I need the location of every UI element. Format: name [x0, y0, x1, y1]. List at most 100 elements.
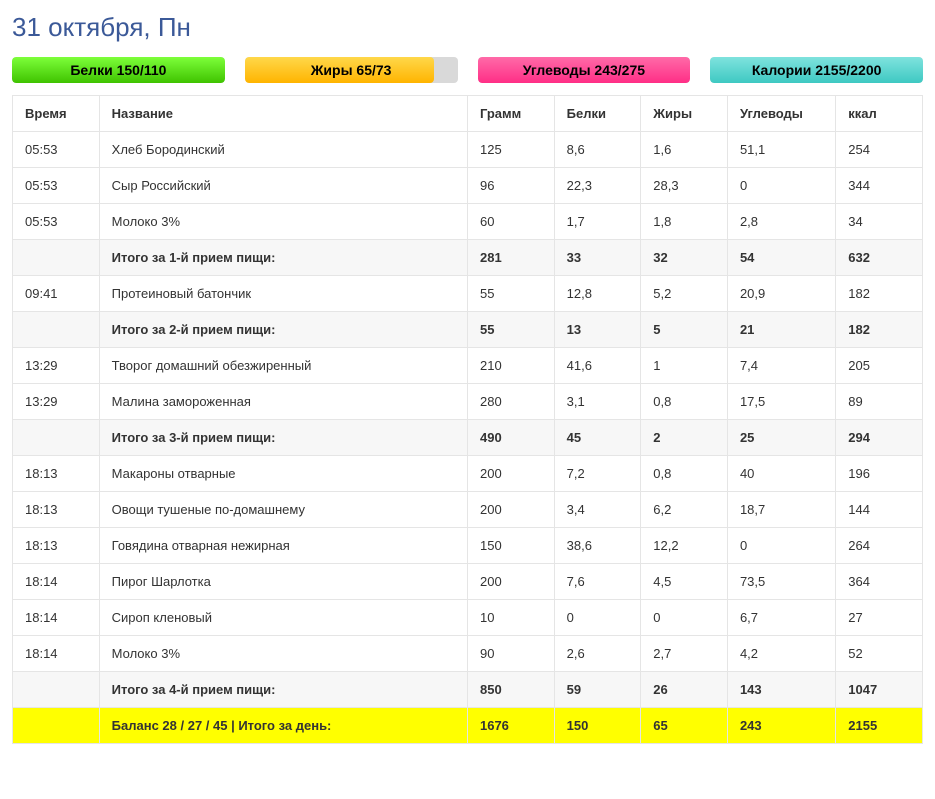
cell: 2	[641, 420, 728, 456]
cell: 1	[641, 348, 728, 384]
cell: 05:53	[13, 132, 100, 168]
cell: Молоко 3%	[99, 204, 467, 240]
cell: Баланс 28 / 27 / 45 | Итого за день:	[99, 708, 467, 744]
cell: 41,6	[554, 348, 641, 384]
cell: 8,6	[554, 132, 641, 168]
column-header: Название	[99, 96, 467, 132]
column-header: Время	[13, 96, 100, 132]
cell: 17,5	[727, 384, 835, 420]
cell: 1,6	[641, 132, 728, 168]
cell: 40	[727, 456, 835, 492]
cell: Итого за 3-й прием пищи:	[99, 420, 467, 456]
cell: Протеиновый батончик	[99, 276, 467, 312]
cell: 182	[836, 312, 923, 348]
cell	[13, 672, 100, 708]
cell: 210	[467, 348, 554, 384]
cell: 55	[467, 312, 554, 348]
cell: 1,7	[554, 204, 641, 240]
day-total-row: Баланс 28 / 27 / 45 | Итого за день:1676…	[13, 708, 923, 744]
cell: 5,2	[641, 276, 728, 312]
cell: 0	[554, 600, 641, 636]
cell: 205	[836, 348, 923, 384]
cell: 264	[836, 528, 923, 564]
table-row: 05:53Хлеб Бородинский1258,61,651,1254	[13, 132, 923, 168]
cell: 3,4	[554, 492, 641, 528]
cell	[13, 708, 100, 744]
nutrient-badge-label: Жиры 65/73	[245, 57, 458, 83]
cell: 18:14	[13, 636, 100, 672]
nutrient-badge-label: Белки 150/110	[12, 57, 225, 83]
table-row: 18:13Говядина отварная нежирная15038,612…	[13, 528, 923, 564]
cell: 3,1	[554, 384, 641, 420]
cell: 13:29	[13, 384, 100, 420]
cell: 18,7	[727, 492, 835, 528]
cell: 5	[641, 312, 728, 348]
cell: 2,6	[554, 636, 641, 672]
cell: 18:13	[13, 528, 100, 564]
table-row: 18:14Молоко 3%902,62,74,252	[13, 636, 923, 672]
cell: 59	[554, 672, 641, 708]
cell: 18:14	[13, 600, 100, 636]
cell: 144	[836, 492, 923, 528]
cell: 0,8	[641, 384, 728, 420]
cell	[13, 420, 100, 456]
cell: 18:13	[13, 492, 100, 528]
cell: 200	[467, 456, 554, 492]
table-row: 18:14Сироп кленовый10006,727	[13, 600, 923, 636]
cell: 25	[727, 420, 835, 456]
cell: Итого за 1-й прием пищи:	[99, 240, 467, 276]
cell: 254	[836, 132, 923, 168]
cell: 632	[836, 240, 923, 276]
table-row: 13:29Малина замороженная2803,10,817,589	[13, 384, 923, 420]
column-header: Углеводы	[727, 96, 835, 132]
cell: 2155	[836, 708, 923, 744]
cell: 12,2	[641, 528, 728, 564]
cell: 18:13	[13, 456, 100, 492]
cell: 34	[836, 204, 923, 240]
cell: 281	[467, 240, 554, 276]
cell: 54	[727, 240, 835, 276]
cell: 0,8	[641, 456, 728, 492]
cell: 55	[467, 276, 554, 312]
cell: 32	[641, 240, 728, 276]
cell: Хлеб Бородинский	[99, 132, 467, 168]
cell: Итого за 2-й прием пищи:	[99, 312, 467, 348]
cell: 65	[641, 708, 728, 744]
cell: 0	[727, 168, 835, 204]
cell: 13	[554, 312, 641, 348]
cell: 10	[467, 600, 554, 636]
table-row: 05:53Сыр Российский9622,328,30344	[13, 168, 923, 204]
cell: 200	[467, 492, 554, 528]
cell: 1,8	[641, 204, 728, 240]
cell: 33	[554, 240, 641, 276]
nutrient-badge-label: Калории 2155/2200	[710, 57, 923, 83]
column-header: ккал	[836, 96, 923, 132]
cell: 243	[727, 708, 835, 744]
cell: 1047	[836, 672, 923, 708]
cell: 280	[467, 384, 554, 420]
cell: 4,5	[641, 564, 728, 600]
column-header: Грамм	[467, 96, 554, 132]
cell: 60	[467, 204, 554, 240]
table-row: 09:41Протеиновый батончик5512,85,220,918…	[13, 276, 923, 312]
table-row: 18:13Макароны отварные2007,20,840196	[13, 456, 923, 492]
cell: 45	[554, 420, 641, 456]
cell: 2,7	[641, 636, 728, 672]
cell: 96	[467, 168, 554, 204]
cell: 6,2	[641, 492, 728, 528]
cell: 364	[836, 564, 923, 600]
subtotal-row: Итого за 4-й прием пищи:85059261431047	[13, 672, 923, 708]
table-row: 13:29Творог домашний обезжиренный21041,6…	[13, 348, 923, 384]
nutrient-badge: Белки 150/110	[12, 57, 225, 83]
cell: 12,8	[554, 276, 641, 312]
cell: 7,4	[727, 348, 835, 384]
cell: Сыр Российский	[99, 168, 467, 204]
cell: Молоко 3%	[99, 636, 467, 672]
cell: 22,3	[554, 168, 641, 204]
cell: 6,7	[727, 600, 835, 636]
nutrient-badge-label: Углеводы 243/275	[478, 57, 691, 83]
cell: 294	[836, 420, 923, 456]
table-row: 05:53Молоко 3%601,71,82,834	[13, 204, 923, 240]
subtotal-row: Итого за 3-й прием пищи:49045225294	[13, 420, 923, 456]
cell: 344	[836, 168, 923, 204]
